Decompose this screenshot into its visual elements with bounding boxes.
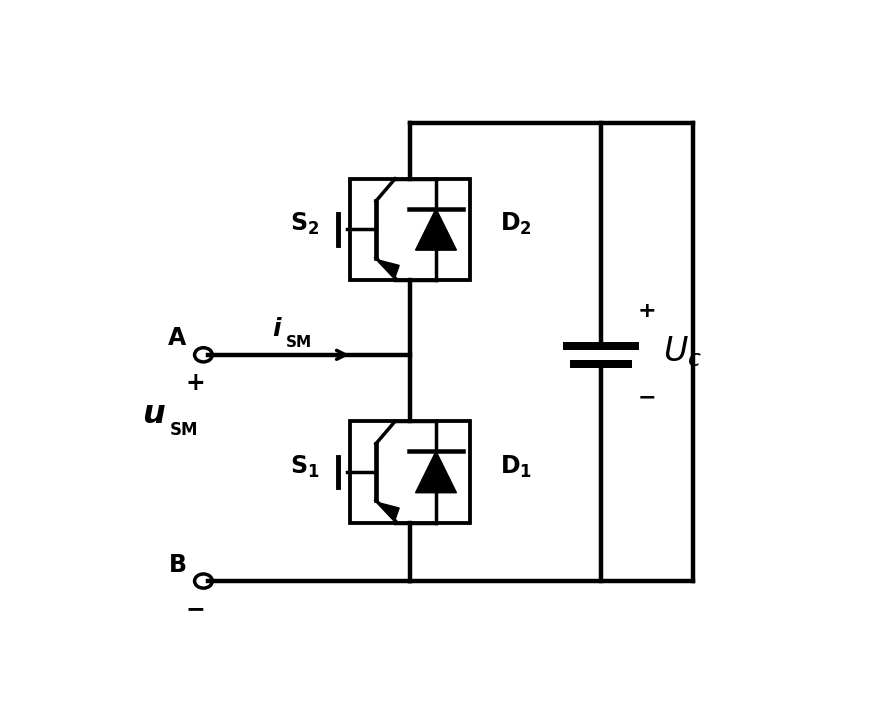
Polygon shape [380,261,400,277]
Text: $\boldsymbol{U_c}$: $\boldsymbol{U_c}$ [664,335,702,370]
Text: −: − [186,598,205,622]
Text: S$_{\mathbf{2}}$: S$_{\mathbf{2}}$ [290,211,319,237]
Text: S$_{\mathbf{1}}$: S$_{\mathbf{1}}$ [290,453,319,480]
Text: +: + [638,301,656,321]
Text: SM: SM [170,421,198,438]
Text: $\boldsymbol{i}$: $\boldsymbol{i}$ [272,316,282,341]
Text: A: A [168,326,187,350]
Text: −: − [638,387,656,407]
Text: +: + [186,371,205,395]
Polygon shape [380,503,400,520]
Text: D$_{\mathbf{1}}$: D$_{\mathbf{1}}$ [500,453,532,480]
Bar [350,421,470,523]
Polygon shape [415,209,457,250]
Text: $\boldsymbol{u}$: $\boldsymbol{u}$ [143,399,166,430]
Bar [350,178,470,280]
Text: SM: SM [286,335,312,350]
Text: B: B [168,553,187,577]
Text: D$_{\mathbf{2}}$: D$_{\mathbf{2}}$ [500,211,532,237]
Polygon shape [415,451,457,493]
